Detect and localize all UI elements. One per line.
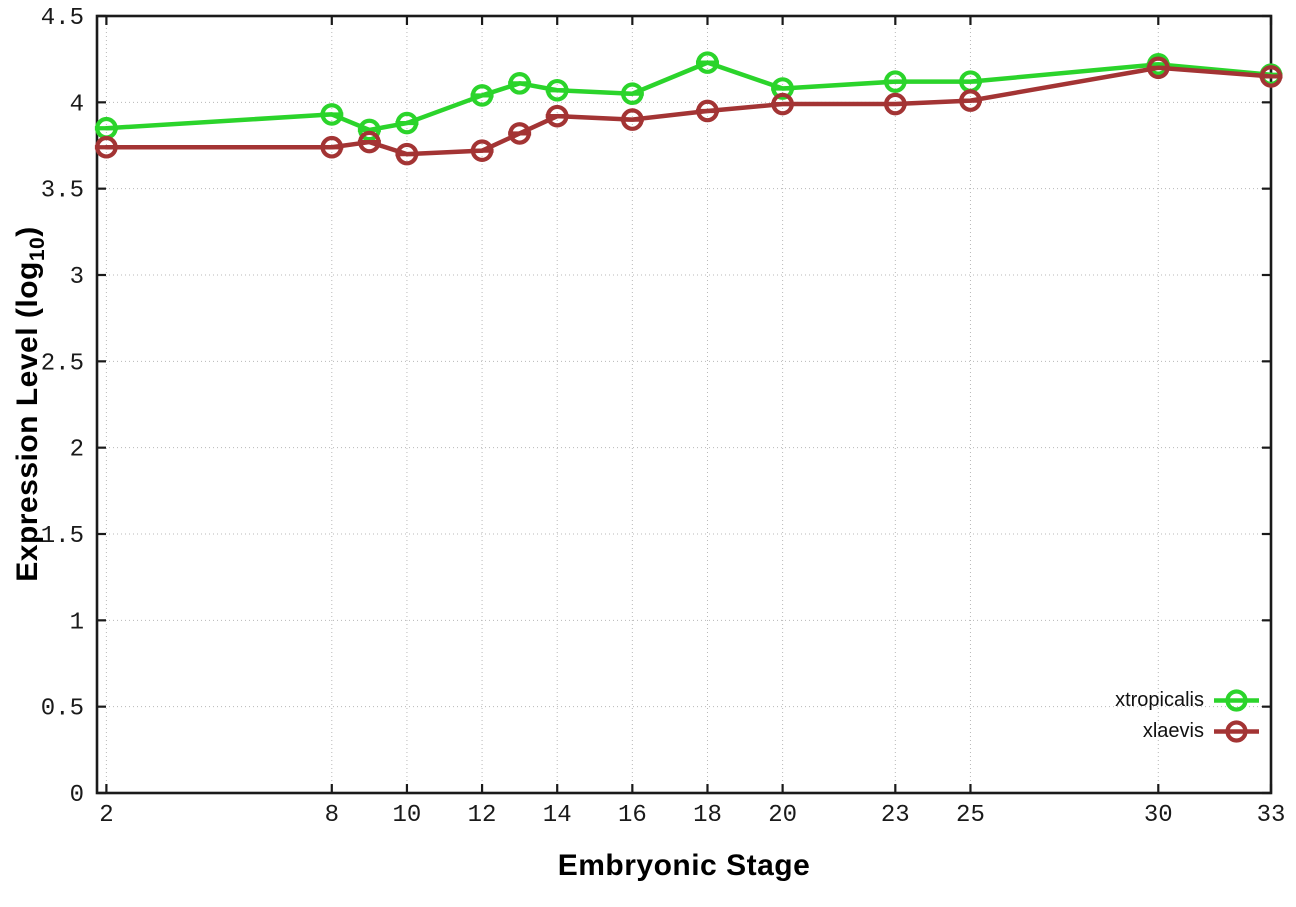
y-tick-label: 2.5 (41, 350, 84, 377)
x-tick-label: 23 (881, 802, 910, 829)
y-tick-label: 0.5 (41, 696, 84, 723)
data-point-xlaevis (621, 108, 644, 131)
x-tick-label: 12 (468, 802, 497, 829)
x-tick-label: 16 (618, 802, 647, 829)
data-point-xlaevis (470, 139, 494, 162)
legend-entry-xlaevis: xlaevis (1143, 716, 1260, 747)
y-axis-title-close: ) (11, 226, 44, 237)
data-point-xtropicalis (621, 82, 644, 105)
y-tick-label: 1 (70, 609, 84, 636)
legend-entry-xtropicalis: xtropicalis (1115, 685, 1260, 716)
data-point-xtropicalis (696, 51, 719, 74)
x-tick-label: 30 (1144, 802, 1173, 829)
y-tick-label: 4 (70, 91, 84, 118)
data-point-xlaevis (696, 99, 719, 123)
data-point-xlaevis (358, 130, 381, 154)
data-point-xlaevis (545, 104, 569, 128)
series-line-xtropicalis (104, 60, 1274, 133)
x-tick-label: 33 (1257, 802, 1286, 829)
legend-marker-icon-xtropicalis (1214, 689, 1259, 712)
legend-marker-icon-xlaevis (1214, 720, 1259, 743)
data-point-xlaevis (771, 92, 794, 116)
data-point-xlaevis (959, 89, 982, 112)
y-tick-label: 2 (70, 437, 84, 464)
data-point-xtropicalis (545, 78, 569, 102)
y-tick-label: 1.5 (41, 523, 84, 550)
data-point-xtropicalis (884, 70, 907, 93)
y-axis-title-sub: 10 (26, 236, 49, 262)
series-line-xlaevis (104, 65, 1274, 157)
legend-label-xlaevis: xlaevis (1142, 720, 1204, 742)
data-point-xtropicalis (395, 111, 419, 135)
plot-border (95, 14, 1273, 795)
x-tick-label: 10 (393, 802, 422, 829)
legend-label-xtropicalis: xtropicalis (1115, 689, 1204, 711)
y-tick-label: 3 (70, 264, 84, 291)
x-tick-label: 14 (543, 802, 572, 829)
data-point-xlaevis (508, 122, 531, 145)
x-tick-label: 8 (325, 802, 339, 829)
data-point-xlaevis (320, 135, 344, 159)
legend: xtropicalis xlaevis (1115, 685, 1260, 747)
data-point-xlaevis (1259, 65, 1283, 88)
data-point-xtropicalis (320, 103, 344, 126)
y-tick-label: 0 (70, 782, 84, 809)
y-axis-title: Expression Level (log10) (11, 226, 49, 582)
data-point-xtropicalis (771, 77, 794, 100)
x-tick-label: 2 (99, 802, 113, 829)
data-point-xlaevis (884, 92, 907, 116)
data-point-xtropicalis (470, 84, 494, 107)
data-point-xtropicalis (508, 72, 531, 95)
y-tick-label: 3.5 (41, 178, 84, 205)
data-point-xlaevis (95, 135, 118, 159)
x-tick-label: 20 (768, 802, 797, 829)
x-axis-title: Embryonic Stage (557, 849, 811, 882)
x-tick-label: 25 (956, 802, 985, 829)
y-tick-label: 4.5 (41, 5, 84, 32)
data-point-xlaevis (395, 142, 419, 166)
data-point-xtropicalis (358, 118, 381, 142)
data-point-xlaevis (1146, 56, 1170, 80)
y-axis-title-main: Expression Level (log (11, 261, 44, 582)
x-tick-label: 18 (693, 802, 722, 829)
